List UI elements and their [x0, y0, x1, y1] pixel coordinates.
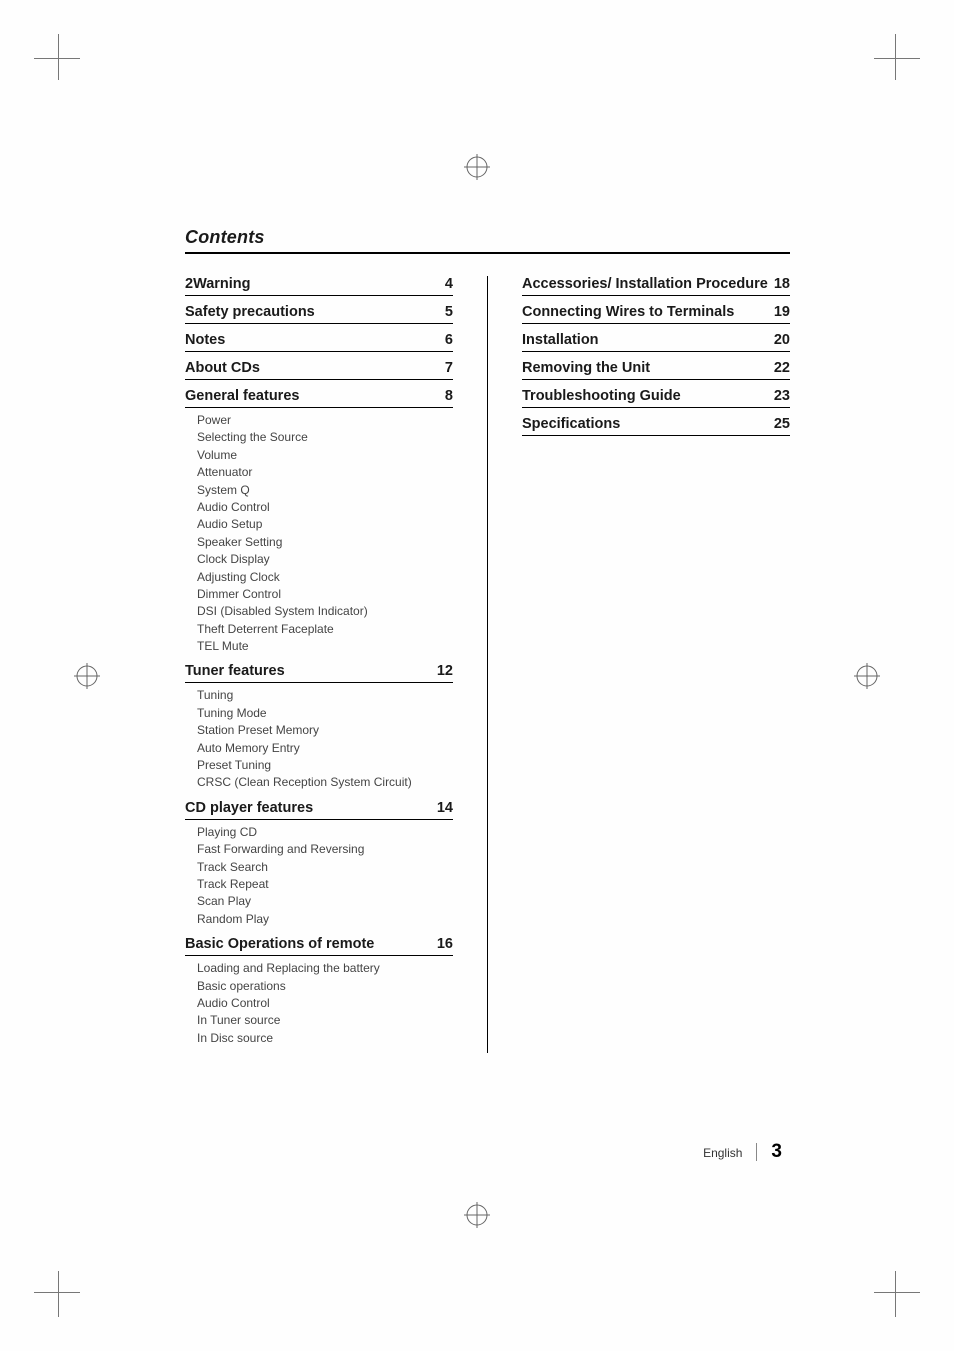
- toc-subitem: Audio Control: [197, 995, 453, 1012]
- toc-section-page: 23: [774, 388, 790, 404]
- toc-section-label: About CDs: [185, 360, 260, 376]
- toc-section-head: Troubleshooting Guide 23: [522, 388, 790, 408]
- toc-section-page: 22: [774, 360, 790, 376]
- toc-subitem: Attenuator: [197, 464, 453, 481]
- toc-section-page: 16: [437, 936, 453, 952]
- toc-subitem: Theft Deterrent Faceplate: [197, 621, 453, 638]
- toc-subitem: In Disc source: [197, 1030, 453, 1047]
- columns: 2Warning 4 Safety precautions 5 Notes 6 About …: [185, 276, 790, 1053]
- content-area: Contents 2Warning 4 Safety precautions 5 Not…: [185, 227, 790, 1053]
- toc-subitem: Audio Setup: [197, 516, 453, 533]
- column-left: 2Warning 4 Safety precautions 5 Notes 6 About …: [185, 276, 453, 1053]
- registration-mark-top-icon: [464, 154, 490, 180]
- toc-subitem: Dimmer Control: [197, 586, 453, 603]
- toc-section-head: 2Warning 4: [185, 276, 453, 296]
- footer-page-number: 3: [771, 1141, 782, 1163]
- footer-language: English: [703, 1146, 742, 1160]
- toc-section-label: General features: [185, 388, 299, 404]
- toc-subitem: CRSC (Clean Reception System Circuit): [197, 774, 453, 791]
- registration-mark-right-icon: [854, 663, 880, 689]
- toc-subitem: Random Play: [197, 911, 453, 928]
- crop-corner-tl: [34, 34, 94, 94]
- toc-subitems: Loading and Replacing the batteryBasic o…: [197, 960, 453, 1047]
- toc-section-head: About CDs 7: [185, 360, 453, 380]
- toc-subitem: Basic operations: [197, 978, 453, 995]
- toc-section-head: Removing the Unit 22: [522, 360, 790, 380]
- toc-section-label: Tuner features: [185, 663, 285, 679]
- toc-subitem: Volume: [197, 447, 453, 464]
- toc-subitem: Tuning Mode: [197, 705, 453, 722]
- toc-subitems: Playing CDFast Forwarding and ReversingT…: [197, 824, 453, 928]
- toc-section-label: Troubleshooting Guide: [522, 388, 681, 404]
- toc-section-page: 7: [445, 360, 453, 376]
- toc-subitem: TEL Mute: [197, 638, 453, 655]
- toc-subitem: Track Repeat: [197, 876, 453, 893]
- toc-section-head: Installation 20: [522, 332, 790, 352]
- toc-subitems: TuningTuning ModeStation Preset MemoryAu…: [197, 687, 453, 791]
- toc-subitem: Power: [197, 412, 453, 429]
- toc-subitem: Station Preset Memory: [197, 722, 453, 739]
- toc-subitem: Playing CD: [197, 824, 453, 841]
- toc-subitem: In Tuner source: [197, 1012, 453, 1029]
- toc-section-head: Connecting Wires to Terminals 19: [522, 304, 790, 324]
- toc-section-label: Connecting Wires to Terminals: [522, 304, 734, 320]
- toc-subitem: Audio Control: [197, 499, 453, 516]
- toc-section-label: 2Warning: [185, 276, 251, 292]
- page-footer: English 3: [703, 1141, 782, 1163]
- toc-subitem: Preset Tuning: [197, 757, 453, 774]
- column-right: Accessories/ Installation Procedure 18 Con…: [522, 276, 790, 1053]
- toc-section-page: 20: [774, 332, 790, 348]
- toc-section-label: CD player features: [185, 800, 313, 816]
- toc-section-label: Basic Operations of remote: [185, 936, 374, 952]
- toc-section-page: 8: [445, 388, 453, 404]
- toc-subitem: Track Search: [197, 859, 453, 876]
- toc-section-page: 18: [774, 276, 790, 292]
- toc-subitem: Speaker Setting: [197, 534, 453, 551]
- toc-section-page: 12: [437, 663, 453, 679]
- toc-subitem: System Q: [197, 482, 453, 499]
- toc-subitems: PowerSelecting the SourceVolumeAttenuato…: [197, 412, 453, 655]
- toc-section-head: Tuner features 12: [185, 663, 453, 683]
- footer-divider: [756, 1143, 757, 1161]
- toc-section-head: CD player features 14: [185, 800, 453, 820]
- crop-corner-br: [860, 1257, 920, 1317]
- toc-section-head: Basic Operations of remote 16: [185, 936, 453, 956]
- toc-section-label: Installation: [522, 332, 599, 348]
- toc-section-head: General features 8: [185, 388, 453, 408]
- toc-section-label: Removing the Unit: [522, 360, 650, 376]
- toc-subitem: Adjusting Clock: [197, 569, 453, 586]
- toc-section-head: Safety precautions 5: [185, 304, 453, 324]
- toc-subitem: Scan Play: [197, 893, 453, 910]
- toc-section-page: 5: [445, 304, 453, 320]
- toc-section-page: 4: [445, 276, 453, 292]
- toc-subitem: Tuning: [197, 687, 453, 704]
- toc-subitem: Auto Memory Entry: [197, 740, 453, 757]
- toc-section-head: Specifications 25: [522, 416, 790, 436]
- toc-subitem: Selecting the Source: [197, 429, 453, 446]
- toc-section-head: Notes 6: [185, 332, 453, 352]
- toc-section-page: 14: [437, 800, 453, 816]
- toc-subitem: Fast Forwarding and Reversing: [197, 841, 453, 858]
- toc-section-label: Notes: [185, 332, 225, 348]
- registration-mark-left-icon: [74, 663, 100, 689]
- column-divider: [487, 276, 488, 1053]
- crop-corner-bl: [34, 1257, 94, 1317]
- toc-section-page: 25: [774, 416, 790, 432]
- toc-subitem: Loading and Replacing the battery: [197, 960, 453, 977]
- toc-subitem: DSI (Disabled System Indicator): [197, 603, 453, 620]
- toc-section-page: 19: [774, 304, 790, 320]
- toc-section-label: Accessories/ Installation Procedure: [522, 276, 768, 292]
- registration-mark-bottom-icon: [464, 1202, 490, 1228]
- page: Contents 2Warning 4 Safety precautions 5 Not…: [0, 0, 954, 1351]
- page-title: Contents: [185, 227, 790, 254]
- toc-section-head: Accessories/ Installation Procedure 18: [522, 276, 790, 296]
- toc-section-page: 6: [445, 332, 453, 348]
- toc-subitem: Clock Display: [197, 551, 453, 568]
- toc-section-label: Specifications: [522, 416, 620, 432]
- crop-corner-tr: [860, 34, 920, 94]
- toc-section-label: Safety precautions: [185, 304, 315, 320]
